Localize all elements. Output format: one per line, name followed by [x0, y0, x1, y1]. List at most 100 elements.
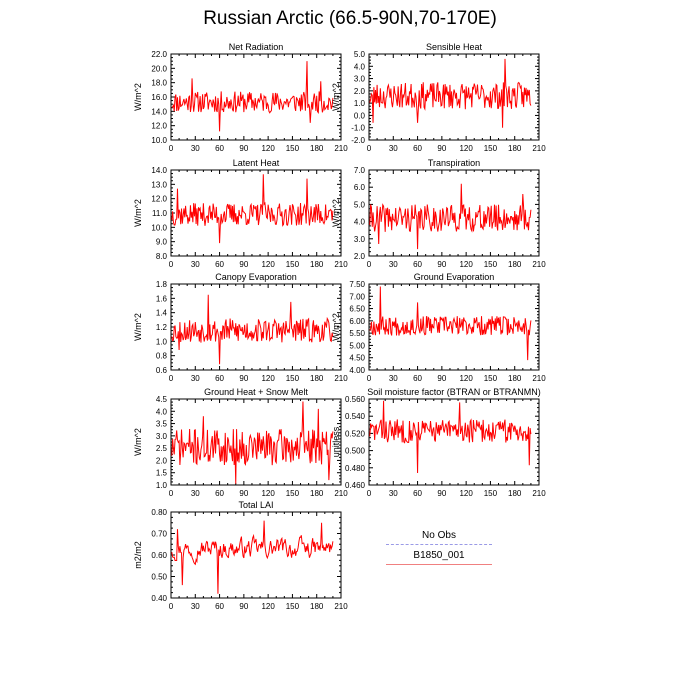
- y-axis-label: m2/m2: [133, 541, 143, 569]
- y-tick-label: 20.0: [151, 64, 167, 73]
- x-tick-label: 210: [334, 374, 348, 383]
- x-tick-label: 90: [239, 260, 248, 269]
- series-line: [171, 401, 334, 484]
- y-tick-label: 5.50: [349, 329, 365, 338]
- y-tick-label: 2.0: [156, 456, 168, 465]
- x-tick-label: 210: [532, 374, 546, 383]
- y-tick-label: 0.460: [345, 481, 366, 490]
- x-tick-label: 120: [459, 260, 473, 269]
- y-tick-label: 12.0: [151, 195, 167, 204]
- y-tick-label: 7.0: [354, 166, 366, 175]
- y-tick-label: 5.0: [354, 200, 366, 209]
- y-tick-label: 4.50: [349, 354, 365, 363]
- x-tick-label: 150: [286, 144, 300, 153]
- x-tick-label: 0: [169, 602, 174, 611]
- y-tick-label: 4.0: [156, 407, 168, 416]
- y-tick-label: 7.50: [349, 280, 365, 289]
- y-tick-label: 6.0: [354, 183, 366, 192]
- y-tick-label: 22.0: [151, 50, 167, 59]
- x-tick-label: 0: [367, 374, 372, 383]
- y-tick-label: 0.60: [151, 551, 167, 560]
- y-tick-label: 1.4: [156, 309, 168, 318]
- x-tick-label: 30: [191, 260, 200, 269]
- y-tick-label: 0.8: [156, 352, 168, 361]
- x-tick-label: 30: [389, 374, 398, 383]
- x-tick-label: 60: [413, 489, 422, 498]
- x-tick-label: 180: [508, 374, 522, 383]
- y-tick-label: 0.6: [156, 366, 168, 375]
- x-tick-label: 150: [286, 260, 300, 269]
- x-tick-label: 30: [389, 260, 398, 269]
- y-tick-label: 11.0: [152, 209, 168, 218]
- y-axis-label: W/m^2: [133, 313, 143, 341]
- panel-8: Total LAI m2/m2 0 30 60 90 120 150 180 210 0.40 0.5…: [133, 500, 348, 611]
- y-tick-label: 2.0: [354, 252, 366, 261]
- x-tick-label: 0: [169, 374, 174, 383]
- y-tick-label: 1.8: [156, 280, 168, 289]
- y-tick-label: 0.0: [354, 111, 366, 120]
- legend: No Obs B1850_001: [386, 530, 492, 570]
- x-tick-label: 90: [239, 144, 248, 153]
- y-tick-label: 12.0: [151, 122, 167, 131]
- y-tick-label: 18.0: [151, 79, 167, 88]
- x-tick-label: 120: [261, 602, 275, 611]
- y-tick-label: 14.0: [151, 107, 167, 116]
- x-tick-label: 90: [437, 374, 446, 383]
- x-tick-label: 180: [508, 144, 522, 153]
- y-tick-label: 14.0: [151, 166, 167, 175]
- plot-frame: [170, 398, 342, 486]
- y-tick-label: 2.0: [354, 87, 366, 96]
- x-tick-label: 0: [367, 260, 372, 269]
- x-tick-label: 180: [310, 602, 324, 611]
- x-tick-label: 180: [310, 144, 324, 153]
- panel-4: Canopy Evaporation W/m^2 0 30 60 90 120 150 180 2…: [133, 272, 348, 383]
- y-tick-label: 10.0: [151, 223, 167, 232]
- x-tick-label: 180: [508, 489, 522, 498]
- x-tick-label: 90: [437, 260, 446, 269]
- panel-6: Ground Heat + Snow Melt W/m^2 0 30 60 90 120 15…: [133, 387, 348, 498]
- series-line: [171, 61, 334, 132]
- x-tick-label: 60: [413, 144, 422, 153]
- y-axis-label: W/m^2: [331, 199, 341, 227]
- y-tick-label: 0.50: [151, 573, 167, 582]
- panel-title: Soil moisture factor (BTRAN or BTRANMN): [367, 387, 541, 397]
- series-line: [369, 400, 532, 473]
- y-tick-label: 1.6: [156, 294, 168, 303]
- y-axis-label: W/m^2: [331, 313, 341, 341]
- y-tick-label: 4.0: [354, 62, 366, 71]
- panel-7: Soil moisture factor (BTRAN or BTRANMN) u…: [331, 387, 546, 498]
- y-tick-label: 3.0: [156, 432, 168, 441]
- x-tick-label: 150: [286, 374, 300, 383]
- x-tick-label: 0: [169, 260, 174, 269]
- x-tick-label: 120: [261, 260, 275, 269]
- x-tick-label: 180: [310, 260, 324, 269]
- y-tick-label: 1.0: [156, 481, 168, 490]
- y-tick-label: 0.500: [345, 447, 366, 456]
- x-tick-label: 60: [215, 260, 224, 269]
- y-tick-label: -2.0: [351, 136, 365, 145]
- legend-label-no-obs: No Obs: [422, 530, 456, 541]
- panel-title: Ground Evaporation: [414, 272, 495, 282]
- x-tick-label: 30: [191, 489, 200, 498]
- panel-5: Ground Evaporation W/m^2 0 30 60 90 120 150 180 2…: [331, 272, 546, 383]
- series-line: [369, 286, 532, 361]
- x-tick-label: 120: [459, 489, 473, 498]
- panel-title: Latent Heat: [233, 158, 280, 168]
- x-tick-label: 210: [532, 489, 546, 498]
- x-tick-label: 180: [310, 374, 324, 383]
- x-tick-label: 120: [261, 144, 275, 153]
- x-tick-label: 60: [215, 489, 224, 498]
- x-tick-label: 60: [215, 602, 224, 611]
- series-line: [171, 520, 334, 594]
- legend-label-b1850: B1850_001: [413, 550, 465, 561]
- x-tick-label: 210: [532, 144, 546, 153]
- y-tick-label: 0.520: [345, 429, 366, 438]
- x-tick-label: 180: [310, 489, 324, 498]
- y-axis-label: W/m^2: [133, 428, 143, 456]
- x-tick-label: 120: [261, 374, 275, 383]
- y-tick-label: 0.480: [345, 464, 366, 473]
- x-tick-label: 60: [215, 374, 224, 383]
- y-tick-label: 13.0: [151, 180, 167, 189]
- x-tick-label: 150: [484, 144, 498, 153]
